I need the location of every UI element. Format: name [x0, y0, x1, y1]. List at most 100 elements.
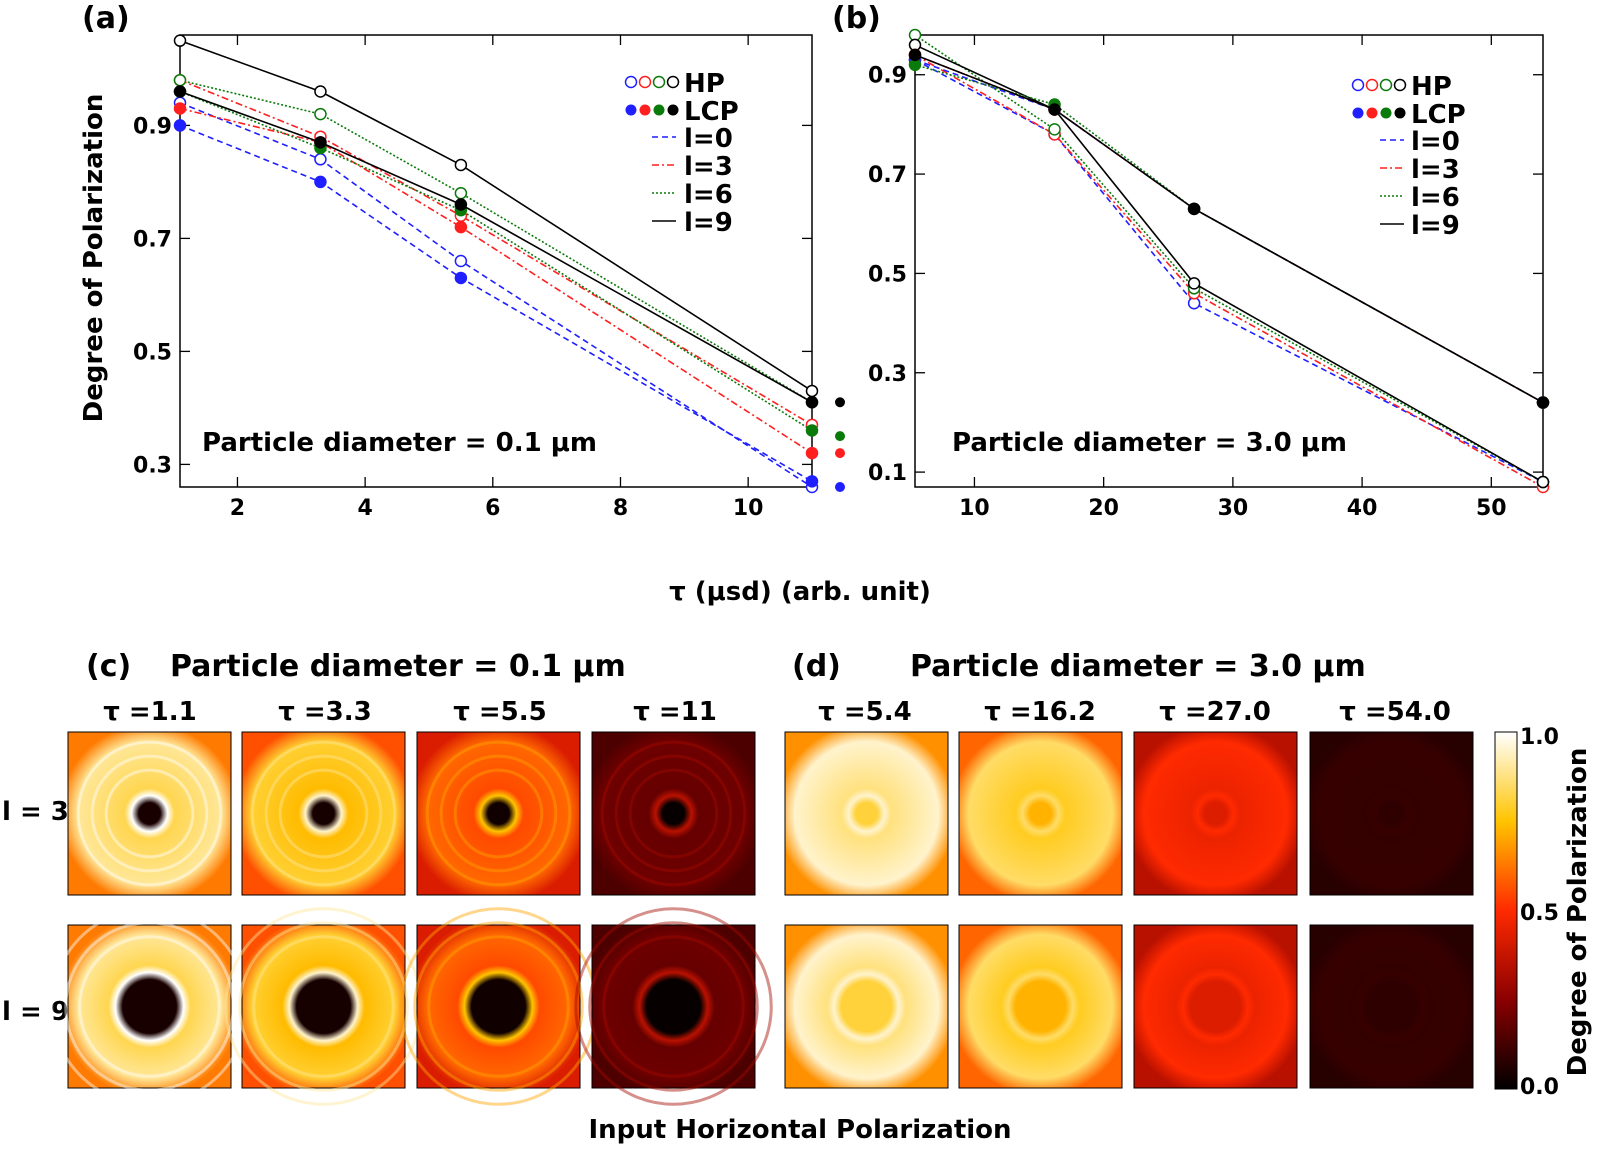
chart-a-outside-point-2: [835, 448, 845, 459]
legend-b-label-0: l=0: [1411, 127, 1460, 157]
chart-b-frame: [914, 34, 1544, 488]
chart-a-point-lcp-l9-1: [314, 136, 327, 149]
heatmap-tile-c-col2-row0: [416, 731, 581, 896]
bottom-caption: Input Horizontal Polarization: [588, 1115, 1011, 1145]
heatmap-ring-c31-3: [574, 907, 773, 1106]
heatmap-ring-c01-1: [78, 935, 221, 1078]
heatmap-tile-c-col1-row0: [241, 731, 406, 896]
legend-a-hp-marker-3: [638, 75, 652, 89]
chart-a-point-hp-l9-1: [314, 85, 327, 98]
legend-b-label-6: l=6: [1411, 183, 1460, 213]
chart-a-xtick-label-2: 6: [485, 496, 500, 521]
legend-a-lcp-marker-0: [625, 104, 637, 116]
chart-a-outside-point-1: [835, 431, 845, 442]
chart-a-frame: [179, 34, 813, 488]
chart-a-xtick-label-4: 10: [733, 496, 764, 521]
chart-b-annotation: Particle diameter = 3.0 μm: [952, 428, 1347, 458]
legend-b-hp-label: HP: [1411, 72, 1452, 102]
panel-b-label: (b): [832, 1, 881, 36]
legend-a-lcp-label: LCP: [684, 97, 739, 127]
chart-a-xtick-label-3: 8: [613, 496, 628, 521]
colorbar-tick-bottom: 0.0: [1520, 1075, 1559, 1100]
chart-a-ticks: 2 4 6 8 10 0.3 0.5 0.7 0.9: [133, 35, 812, 521]
chart-a-annotation: Particle diameter = 0.1 μm: [202, 428, 597, 458]
heatmap-ring-c20-2: [439, 754, 558, 873]
chart-a-point-lcp-l6-3: [805, 424, 819, 437]
legend-b-lcp-label: LCP: [1411, 100, 1466, 130]
legend-b-label-9: l=9: [1411, 211, 1460, 241]
heatmap-ring-c10-1: [278, 768, 369, 859]
chart-a-point-hp-l0-2: [454, 254, 468, 268]
chart-a-xtick-label-0: 2: [230, 496, 245, 521]
shared-y-label: Degree of Polarization: [79, 94, 109, 423]
heatmap-ring-c00-3: [76, 740, 223, 887]
chart-b-series-lcp-l6: [914, 64, 1544, 404]
col-header-c1: τ =3.3: [278, 697, 372, 727]
panel-a-label: (a): [82, 1, 130, 36]
legend-a-hp-marker-6: [652, 75, 666, 89]
colorbar-label: Degree of Polarization: [1563, 748, 1593, 1077]
heatmap-ring-c11-1: [252, 935, 395, 1078]
chart-a-series-hp-l9: [179, 39, 813, 392]
panel-c-title: Particle diameter = 0.1 μm: [170, 649, 626, 684]
chart-a-point-hp-l6-2: [454, 186, 468, 200]
col-header-d3: τ =54.0: [1339, 697, 1451, 727]
heatmap-ring-c01-2: [64, 921, 235, 1092]
chart-a-ytick-label-0: 0.3: [133, 453, 172, 478]
chart-a-point-lcp-l3-2: [454, 220, 468, 234]
chart-a-point-hp-l9-0: [173, 34, 187, 47]
chart-a-point-hp-l0-1: [314, 153, 327, 166]
chart-a-point-lcp-l9-2: [454, 198, 468, 211]
chart-b-ytick-label-4: 0.9: [868, 64, 907, 89]
chart-b-point-hp-l9-2: [1187, 277, 1201, 290]
heatmap-tile-c-col2-row1: [416, 924, 581, 1089]
heatmap-ring-c20-3: [425, 740, 572, 887]
chart-b-series-hp-l0: [914, 59, 1544, 483]
chart-a-point-lcp-l3-3: [805, 446, 819, 460]
chart-a-point-lcp-l9-0: [173, 85, 187, 98]
chart-a-ytick-label-1: 0.5: [133, 340, 172, 365]
heatmap-tile-d-col3-row1: [1309, 924, 1474, 1089]
heatmap-ring-c31-2: [588, 921, 759, 1092]
chart-a-point-hp-l6-0: [173, 73, 187, 87]
heatmap-ring-c21-2: [413, 921, 584, 1092]
chart-a-series-lcp-l0: [179, 124, 813, 483]
legend-b-lcp-marker-6: [1380, 107, 1392, 119]
chart-a-point-lcp-l0-2: [454, 271, 468, 285]
chart-a-marks: [173, 34, 845, 494]
heatmap-tile-c-col3-row1: [591, 924, 756, 1089]
heatmap-ring-c30-1: [628, 768, 719, 859]
legend-a-hp-label: HP: [684, 69, 725, 99]
chart-a-series-lcp-l6: [179, 90, 813, 432]
legend-a-lcp-marker-9: [667, 104, 679, 116]
chart-b: 10 20 30 40 50 0.1 0.3 0.5 0.7 0.9 Particle diame…: [868, 28, 1550, 521]
heatmap-tile-c-col0-row0: [67, 731, 232, 896]
chart-a-outside-point-0: [835, 397, 845, 408]
chart-a-outside-point-3: [835, 482, 845, 492]
chart-b-point-lcp-l9-2: [1187, 202, 1201, 216]
chart-b-point-lcp-l9-1: [1048, 103, 1061, 116]
chart-a-point-hp-l6-1: [314, 107, 327, 121]
heatmap-ring-c00-2: [90, 754, 209, 873]
chart-b-ytick-label-0: 0.1: [868, 461, 907, 486]
chart-a: 2 4 6 8 10 0.3 0.5 0.7 0.9 Particle diameter = 0…: [133, 34, 845, 521]
chart-a-ytick-label-3: 0.9: [133, 114, 172, 139]
chart-a-point-lcp-l0-0: [173, 119, 187, 132]
chart-b-marks: [908, 28, 1550, 494]
heatmap-tile-c-col1-row1: [241, 924, 406, 1089]
legend-b-hp-marker-0: [1351, 78, 1365, 92]
chart-a-point-hp-l9-3: [805, 384, 819, 398]
col-header-d0: τ =5.4: [818, 697, 912, 727]
chart-a-point-lcp-l3-0: [173, 102, 187, 115]
heatmap-ring-c30-2: [614, 754, 733, 873]
colorbar-tick-mid: 0.5: [1520, 901, 1559, 926]
chart-b-point-hp-l6-1: [1048, 123, 1061, 136]
panel-c-label: (c): [86, 649, 131, 684]
chart-b-point-lcp-l9-0: [908, 48, 922, 62]
colorbar-gradient: [1494, 731, 1518, 1090]
chart-a-series-lcp-l3: [179, 107, 813, 454]
shared-x-label: τ (μsd) (arb. unit): [669, 577, 931, 607]
row-label-l3: l = 3: [2, 797, 69, 827]
chart-b-xtick-label-2: 30: [1218, 496, 1249, 521]
chart-b-ytick-label-1: 0.3: [868, 362, 907, 387]
